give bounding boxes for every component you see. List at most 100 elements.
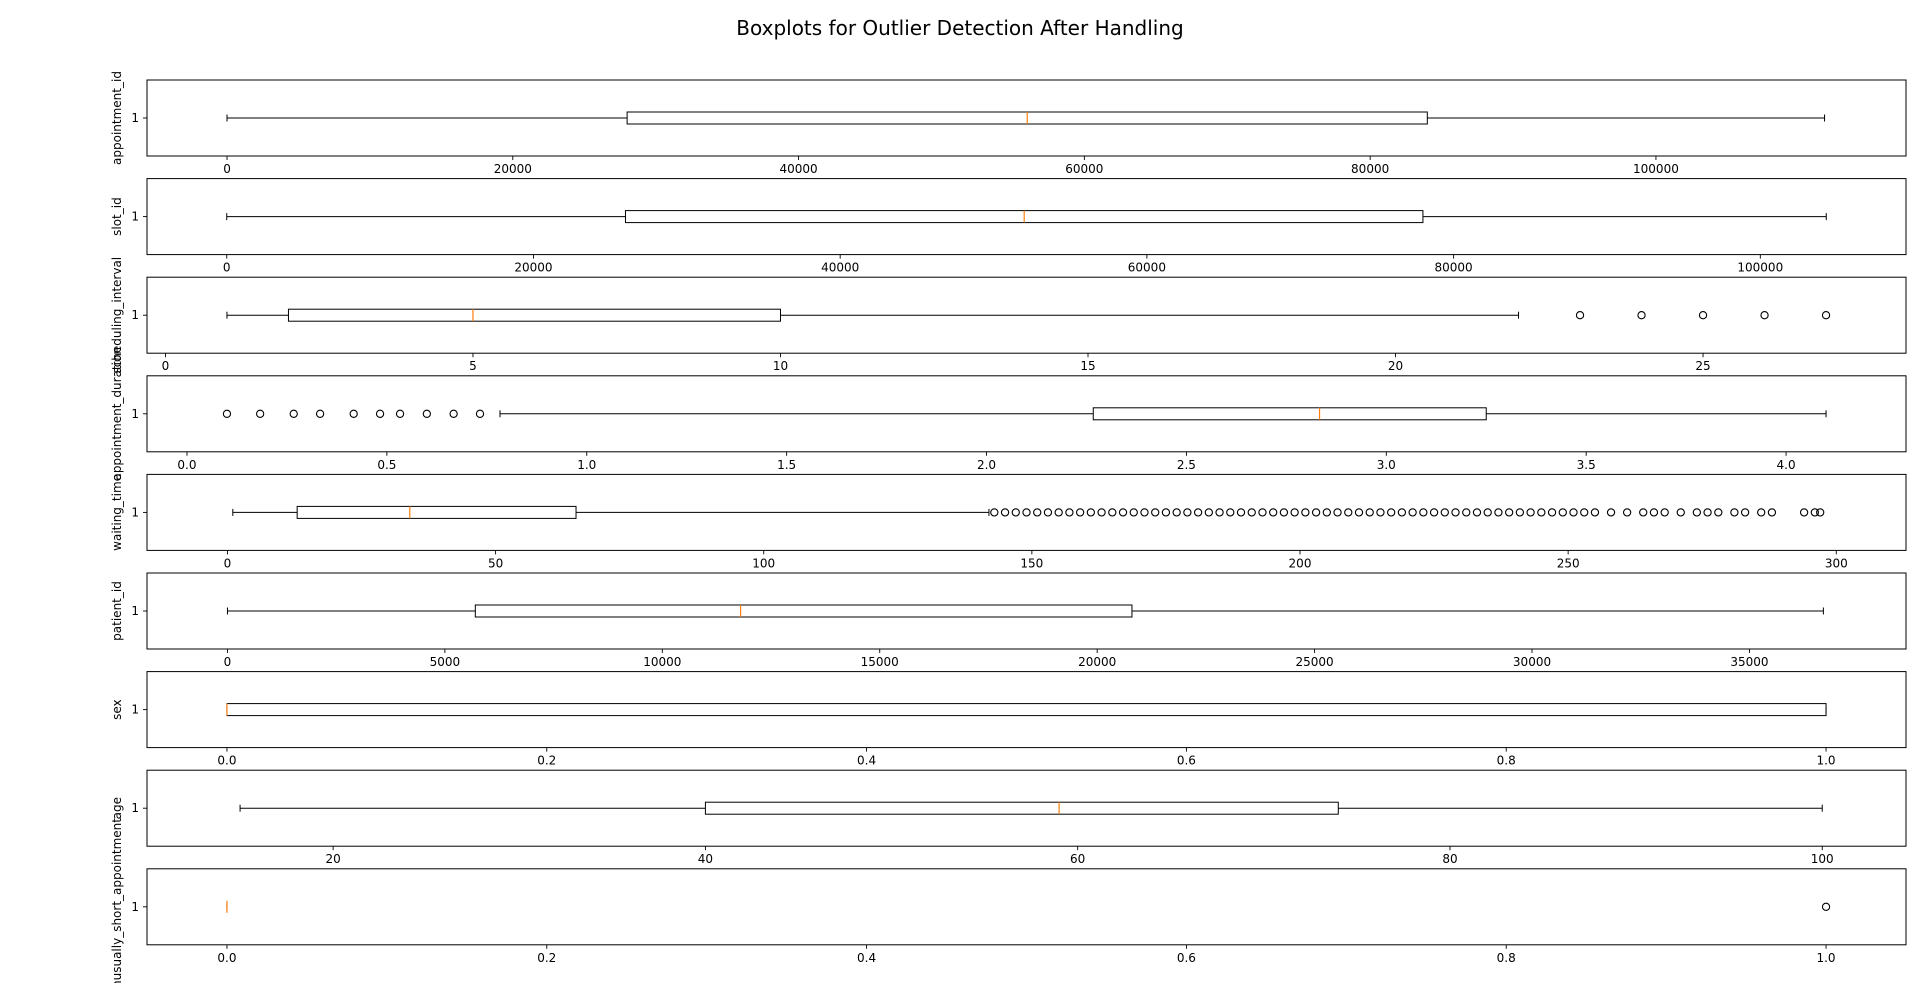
outlier-point <box>1515 508 1525 517</box>
outlier-point <box>1097 508 1106 517</box>
outlier-point <box>1547 508 1557 517</box>
y-axis-label: age <box>110 797 124 819</box>
panel-sex: 1 sex 0.0 0.2 0.4 0.6 0.8 1.0 <box>110 671 1907 768</box>
outlier-point <box>1215 508 1224 517</box>
outlier-point <box>1462 508 1471 517</box>
x-tick-label: 25000 <box>1295 655 1333 669</box>
outlier-point <box>255 409 265 418</box>
x-tick-label: 0.4 <box>857 754 876 768</box>
outlier-point <box>1757 508 1766 517</box>
outlier-point <box>1760 311 1769 320</box>
x-tick-label: 1.0 <box>1816 951 1835 965</box>
x-tick-label: 0 <box>223 261 231 275</box>
outlier-point <box>1730 508 1739 517</box>
outlier-point <box>1660 508 1669 517</box>
outlier-point <box>1354 508 1364 517</box>
outlier-point <box>1558 508 1567 517</box>
outlier-point <box>1703 508 1712 517</box>
panel-scheduling-interval: 1 scheduling_interval 0 5 10 15 20 25 <box>110 257 1907 374</box>
outlier-point <box>222 409 232 418</box>
x-tick-label: 20000 <box>494 162 532 176</box>
outlier-point <box>1365 508 1374 517</box>
outlier-point <box>1767 508 1777 517</box>
x-tick-label: 0.5 <box>377 458 396 472</box>
x-tick-label: 1.5 <box>777 458 796 472</box>
outlier-point <box>1590 508 1600 517</box>
x-tick-label: 5 <box>469 359 477 373</box>
outlier-point <box>1575 311 1585 320</box>
x-tick-label: 4.0 <box>1777 458 1796 472</box>
x-tick-label: 60 <box>1070 852 1085 866</box>
y-axis-label: appointment_duration <box>110 347 124 480</box>
x-tick-label: 10000 <box>643 655 681 669</box>
x-tick-label: 3.0 <box>1377 458 1396 472</box>
y-tick-label: 1 <box>131 604 139 618</box>
x-tick-label: 0.4 <box>857 951 876 965</box>
x-tick-label: 0.6 <box>1177 754 1196 768</box>
x-tick-label: 0 <box>162 359 170 373</box>
x-tick-label: 1.0 <box>1816 754 1835 768</box>
outlier-point <box>1580 508 1589 517</box>
outlier-point <box>1344 508 1353 517</box>
x-tick-label: 20 <box>1388 359 1403 373</box>
outlier-point <box>449 409 458 418</box>
outlier-point <box>1129 508 1138 517</box>
outlier-point <box>422 409 431 418</box>
iqr-box <box>1092 407 1487 421</box>
y-axis-label: appointment_id <box>110 71 124 165</box>
x-tick-label: 3.5 <box>1577 458 1596 472</box>
outlier-point <box>1193 508 1203 517</box>
outlier-point <box>1301 508 1310 517</box>
outlier-point <box>1397 508 1407 517</box>
outlier-point <box>1376 508 1385 517</box>
outlier-point <box>395 409 405 418</box>
x-tick-label: 0 <box>223 162 231 176</box>
outlier-point <box>1569 508 1578 517</box>
outlier-point <box>1311 508 1321 517</box>
x-tick-label: 50 <box>488 556 503 570</box>
outlier-point <box>1714 508 1723 517</box>
panel-appointment-id: 1 appointment_id 0 20000 40000 60000 80000 1000… <box>110 71 1907 176</box>
panel-patient-id: 1 patient_id 0 5000 10000 15000 20000 25000 3000… <box>110 572 1907 669</box>
y-tick-label: 1 <box>131 210 139 224</box>
x-tick-label: 0.8 <box>1497 754 1516 768</box>
outlier-point <box>1258 508 1267 517</box>
x-tick-label: 15000 <box>861 655 899 669</box>
x-tick-label: 1.0 <box>577 458 596 472</box>
outlier-point <box>1537 508 1546 517</box>
x-tick-label: 10 <box>773 359 788 373</box>
outlier-point <box>990 508 999 517</box>
outlier-point <box>1118 508 1128 517</box>
outlier-point <box>1247 508 1256 517</box>
x-tick-label: 2.5 <box>1177 458 1196 472</box>
y-tick-label: 1 <box>131 111 139 125</box>
outlier-point <box>1151 508 1160 517</box>
outlier-point <box>1161 508 1171 517</box>
outlier-point <box>1236 508 1246 517</box>
x-tick-label: 5000 <box>430 655 461 669</box>
x-tick-label: 80 <box>1442 852 1457 866</box>
outlier-point <box>1333 508 1342 517</box>
outlier-point <box>289 409 298 418</box>
axes-frame <box>146 868 1907 946</box>
x-tick-label: 60000 <box>1128 261 1166 275</box>
outlier-point <box>1440 508 1449 517</box>
outlier-point <box>1698 311 1708 320</box>
outlier-point <box>1692 508 1702 517</box>
outlier-point <box>375 409 385 418</box>
iqr-box <box>287 308 781 322</box>
y-tick-label: 1 <box>131 308 139 322</box>
y-axis-label: sex <box>110 699 124 720</box>
outlier-point <box>1269 508 1278 517</box>
x-tick-label: 60000 <box>1065 162 1103 176</box>
x-tick-label: 80000 <box>1435 261 1473 275</box>
x-tick-label: 35000 <box>1730 655 1768 669</box>
x-tick-label: 100000 <box>1633 162 1679 176</box>
x-tick-label: 0 <box>224 655 232 669</box>
iqr-box <box>474 604 1133 618</box>
y-axis-label: patient_id <box>110 581 124 641</box>
outlier-point <box>1451 508 1460 517</box>
x-tick-label: 40000 <box>779 162 817 176</box>
x-tick-label: 250 <box>1557 556 1580 570</box>
